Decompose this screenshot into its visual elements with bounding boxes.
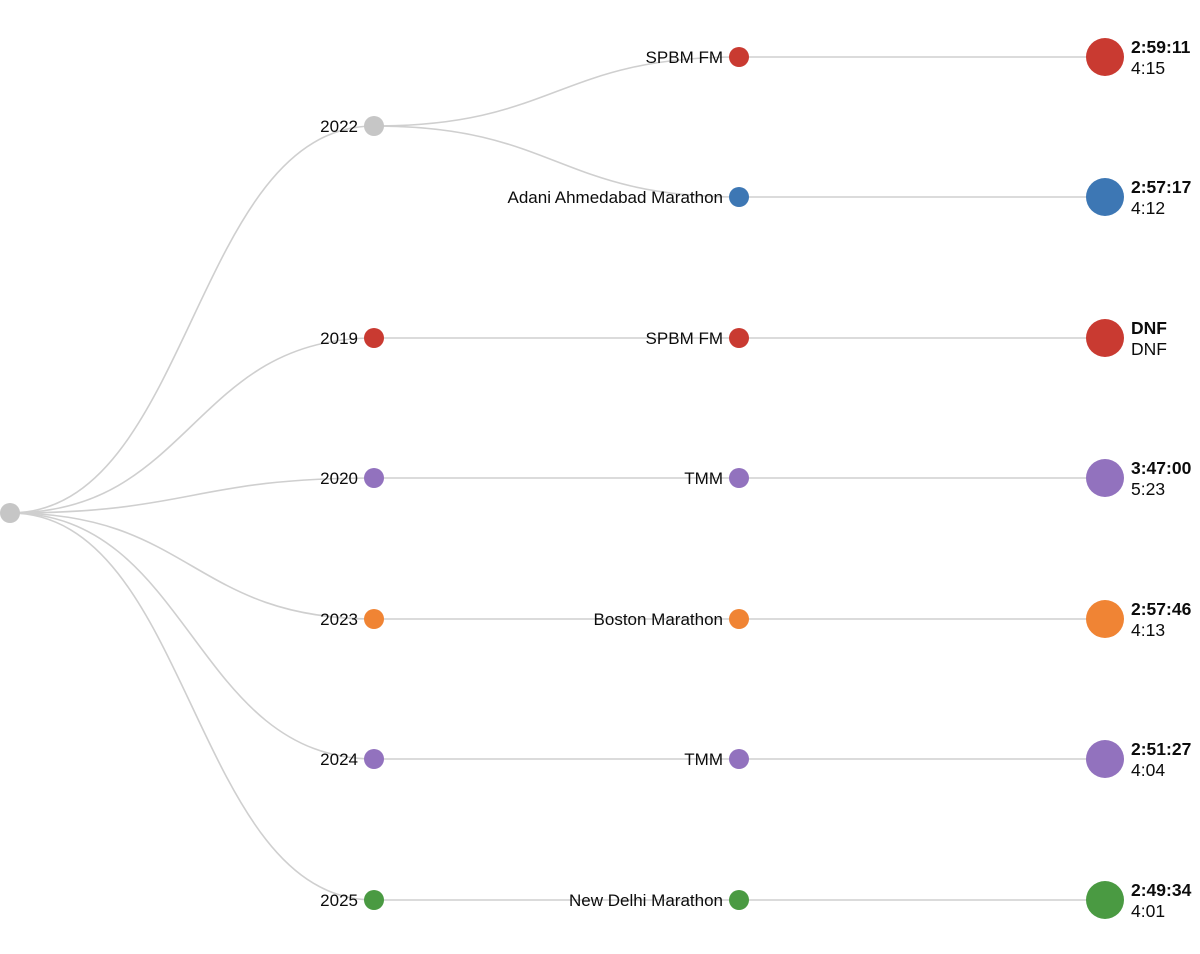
result-pace: 4:15 [1131,58,1165,78]
result-node[interactable] [1086,319,1124,357]
year-label-2024: 2024 [320,750,358,769]
result-time: 2:57:46 [1131,599,1192,619]
race-label: TMM [684,469,723,488]
result-pace: 5:23 [1131,479,1165,499]
result-node[interactable] [1086,881,1124,919]
link-root-to-2022 [9,125,375,514]
race-node[interactable] [729,890,749,910]
year-node-2025[interactable] [364,890,384,910]
year-node-2022[interactable] [364,116,384,136]
link-year-to-race [373,56,740,127]
year-label-2025: 2025 [320,891,358,910]
result-pace: 4:04 [1131,760,1165,780]
result-time: 2:51:27 [1131,739,1191,759]
result-time: 2:57:17 [1131,177,1191,197]
year-node-2019[interactable] [364,328,384,348]
result-node[interactable] [1086,600,1124,638]
year-label-2019: 2019 [320,329,358,348]
race-node[interactable] [729,609,749,629]
link-root-to-2019 [9,337,375,514]
race-node[interactable] [729,47,749,67]
race-node[interactable] [729,749,749,769]
result-node[interactable] [1086,740,1124,778]
race-node[interactable] [729,187,749,207]
link-root-to-2025 [9,512,375,901]
race-node[interactable] [729,328,749,348]
race-label: SPBM FM [646,48,723,67]
result-node[interactable] [1086,459,1124,497]
race-label: SPBM FM [646,329,723,348]
result-time: DNF [1131,318,1167,338]
year-node-2023[interactable] [364,609,384,629]
race-label: TMM [684,750,723,769]
root-node[interactable] [0,503,20,523]
result-node[interactable] [1086,178,1124,216]
year-label-2020: 2020 [320,469,358,488]
year-node-2020[interactable] [364,468,384,488]
link-root-to-2023 [9,512,375,620]
result-pace: 4:13 [1131,620,1165,640]
result-pace: 4:12 [1131,198,1165,218]
link-root-to-2024 [9,512,375,760]
race-label: New Delhi Marathon [569,891,723,910]
race-label: Adani Ahmedabad Marathon [508,188,724,207]
year-node-2024[interactable] [364,749,384,769]
result-node[interactable] [1086,38,1124,76]
result-time: 3:47:00 [1131,458,1192,478]
race-label: Boston Marathon [594,610,723,629]
race-node[interactable] [729,468,749,488]
result-time: 2:49:34 [1131,880,1192,900]
year-label-2023: 2023 [320,610,358,629]
result-pace: DNF [1131,339,1167,359]
result-time: 2:59:11 [1131,37,1191,57]
year-label-2022: 2022 [320,117,358,136]
result-pace: 4:01 [1131,901,1165,921]
link-root-to-2020 [9,477,375,514]
link-year-to-race [373,125,740,198]
